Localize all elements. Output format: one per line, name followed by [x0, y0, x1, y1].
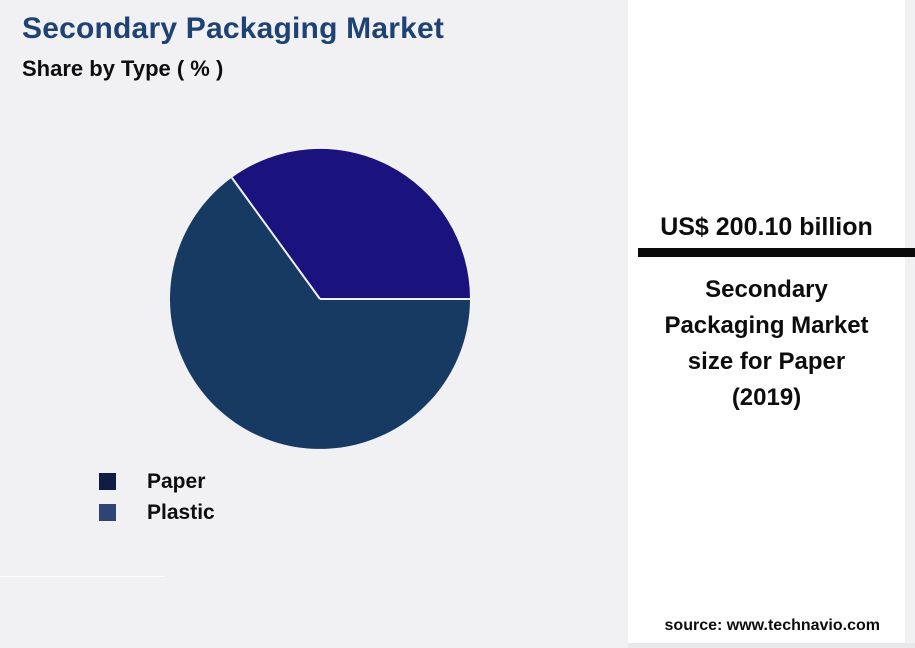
panel-description-line: Secondary — [705, 276, 828, 303]
legend-swatch-icon — [99, 473, 116, 490]
panel-description-line: size for Paper — [687, 348, 846, 375]
legend-label: Plastic — [147, 500, 215, 524]
pie-slice-separator — [230, 177, 321, 300]
pie-slice-plastic — [231, 148, 471, 299]
legend-item-paper: Paper — [99, 466, 215, 497]
page-subtitle: Share by Type ( % ) — [22, 56, 224, 81]
divider-bar — [638, 248, 915, 257]
panel-bottom-strip — [628, 643, 915, 648]
pie-slice-paper — [170, 177, 470, 449]
panel-description-line: (2019) — [731, 384, 802, 411]
legend-label: Paper — [147, 469, 206, 493]
panel-description-line: Packaging Market — [664, 312, 869, 339]
panel-source: source: www.technavio.com — [664, 617, 880, 634]
page-title: Secondary Packaging Market — [22, 12, 445, 45]
chart-area-edge — [0, 576, 165, 577]
legend: Paper Plastic — [99, 466, 215, 528]
panel-value: US$ 200.10 billion — [660, 213, 873, 241]
legend-swatch-icon — [99, 504, 116, 521]
legend-item-plastic: Plastic — [99, 497, 215, 528]
info-panel: US$ 200.10 billion Secondary Packaging Ma… — [628, 0, 905, 643]
panel-description: Secondary Packaging Market size for Paper (… — [628, 272, 905, 416]
pie-chart — [170, 148, 471, 449]
